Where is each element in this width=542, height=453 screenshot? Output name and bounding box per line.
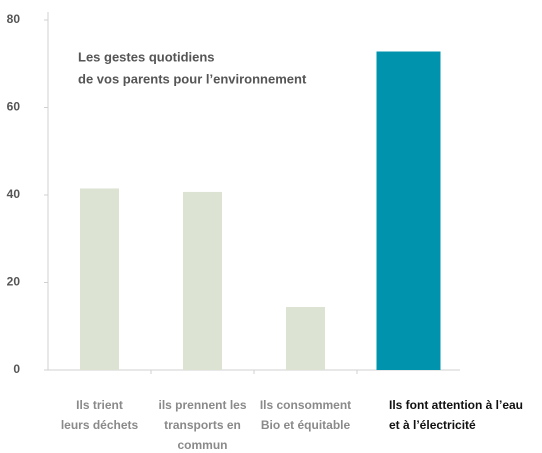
y-tick-label: 0 [13,362,20,376]
x-tick-label: Ils font attention à l’eau [389,398,523,412]
x-tick-label: Ils consomment [260,398,351,412]
x-tick-label: transports en [164,418,241,432]
x-tick-label: ils prennent les [158,398,246,412]
x-tick-label: commun [177,438,227,452]
bar [183,191,222,370]
bar [376,51,441,370]
x-tick-label: Ils trient [76,398,123,412]
chart-title: de vos parents pour l’environnement [78,71,307,86]
y-tick-label: 20 [7,275,21,289]
bar [286,307,325,370]
x-tick-label: et à l’électricité [389,418,476,432]
chart-title: Les gestes quotidiens [78,49,215,64]
bar [80,188,119,370]
y-tick-label: 60 [7,100,21,114]
x-tick-label: Bio et équitable [261,418,351,432]
y-tick-label: 80 [7,12,21,26]
x-tick-label: leurs déchets [61,418,139,432]
y-tick-label: 40 [7,187,21,201]
